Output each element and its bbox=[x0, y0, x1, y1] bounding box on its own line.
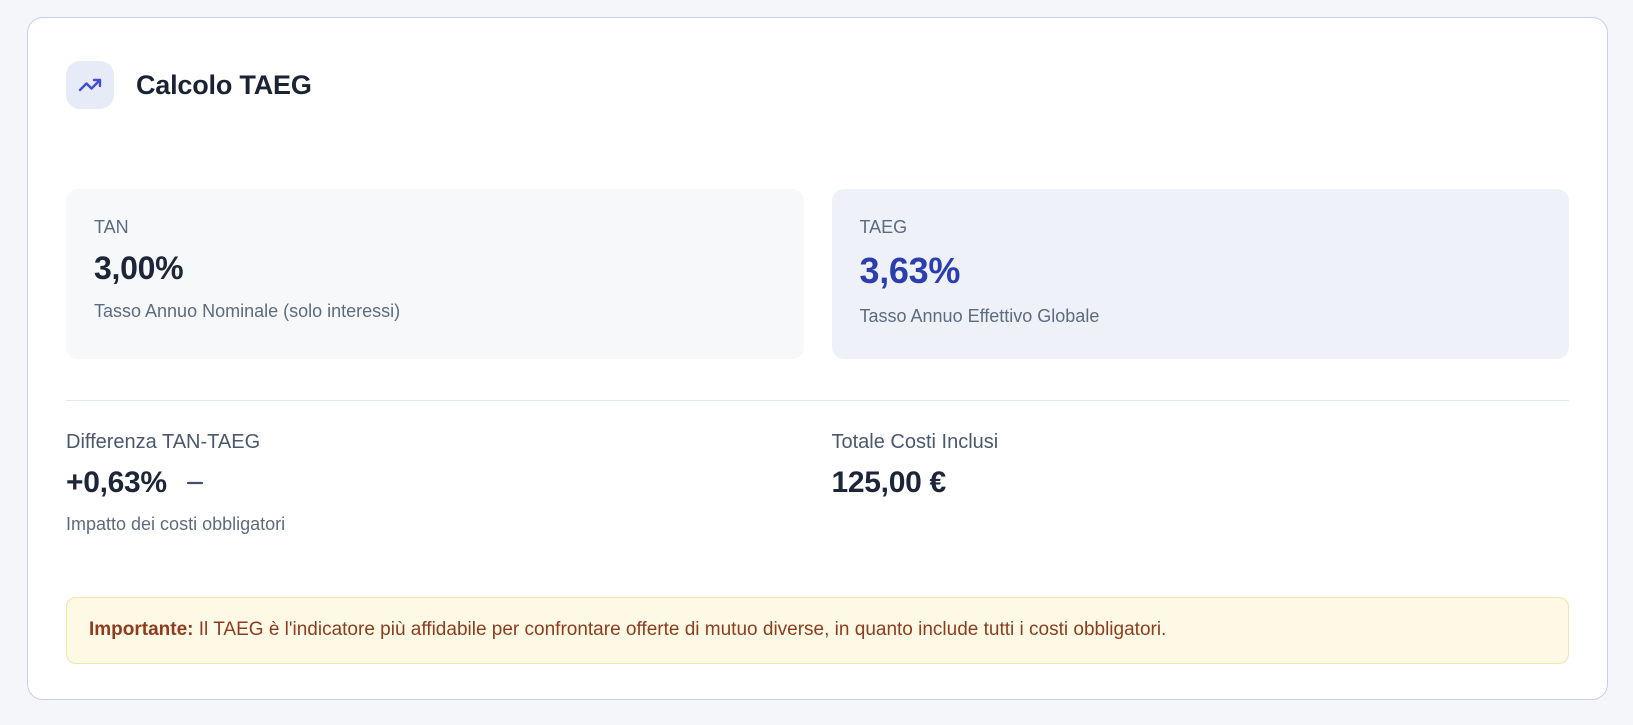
difference-label: Differenza TAN-TAEG bbox=[66, 431, 261, 453]
minus-icon bbox=[183, 471, 207, 495]
page-title: Calcolo TAEG bbox=[136, 69, 312, 100]
taeg-value: 3,63% bbox=[859, 250, 961, 291]
taeg-stat-box: TAEG 3,63% Tasso Annuo Effettivo Globale bbox=[831, 189, 1569, 359]
difference-value-row: +0,63% bbox=[66, 466, 804, 500]
details-grid: Differenza TAN-TAEG +0,63% Impatto dei c… bbox=[66, 401, 1569, 535]
taeg-label: TAEG bbox=[859, 217, 908, 237]
taeg-calculation-card: Calcolo TAEG TAN 3,00% Tasso Annuo Nomin… bbox=[27, 17, 1608, 700]
note-prefix: Importante: bbox=[89, 619, 194, 640]
total-costs-value: 125,00 € bbox=[831, 466, 947, 499]
section-divider bbox=[66, 400, 1569, 401]
difference-stat: Differenza TAN-TAEG +0,63% Impatto dei c… bbox=[66, 431, 804, 535]
taeg-description: Tasso Annuo Effettivo Globale bbox=[859, 306, 1100, 326]
difference-description: Impatto dei costi obbligatori bbox=[66, 514, 286, 534]
stats-grid: TAN 3,00% Tasso Annuo Nominale (solo int… bbox=[66, 189, 1569, 359]
note-text: Il TAEG è l'indicatore più affidabile pe… bbox=[193, 619, 1167, 640]
important-note: Importante: Il TAEG è l'indicatore più a… bbox=[66, 597, 1569, 664]
tan-label: TAN bbox=[94, 217, 129, 237]
tan-value: 3,00% bbox=[94, 250, 184, 286]
difference-value: +0,63% bbox=[66, 466, 167, 499]
total-costs-stat: Totale Costi Inclusi 125,00 € bbox=[832, 431, 1570, 535]
total-costs-value-row: 125,00 € bbox=[832, 466, 1570, 500]
tan-description: Tasso Annuo Nominale (solo interessi) bbox=[94, 301, 401, 321]
card-header: Calcolo TAEG bbox=[66, 61, 1569, 109]
trending-up-icon bbox=[66, 61, 114, 109]
total-costs-label: Totale Costi Inclusi bbox=[831, 431, 999, 453]
tan-stat-box: TAN 3,00% Tasso Annuo Nominale (solo int… bbox=[66, 189, 804, 359]
